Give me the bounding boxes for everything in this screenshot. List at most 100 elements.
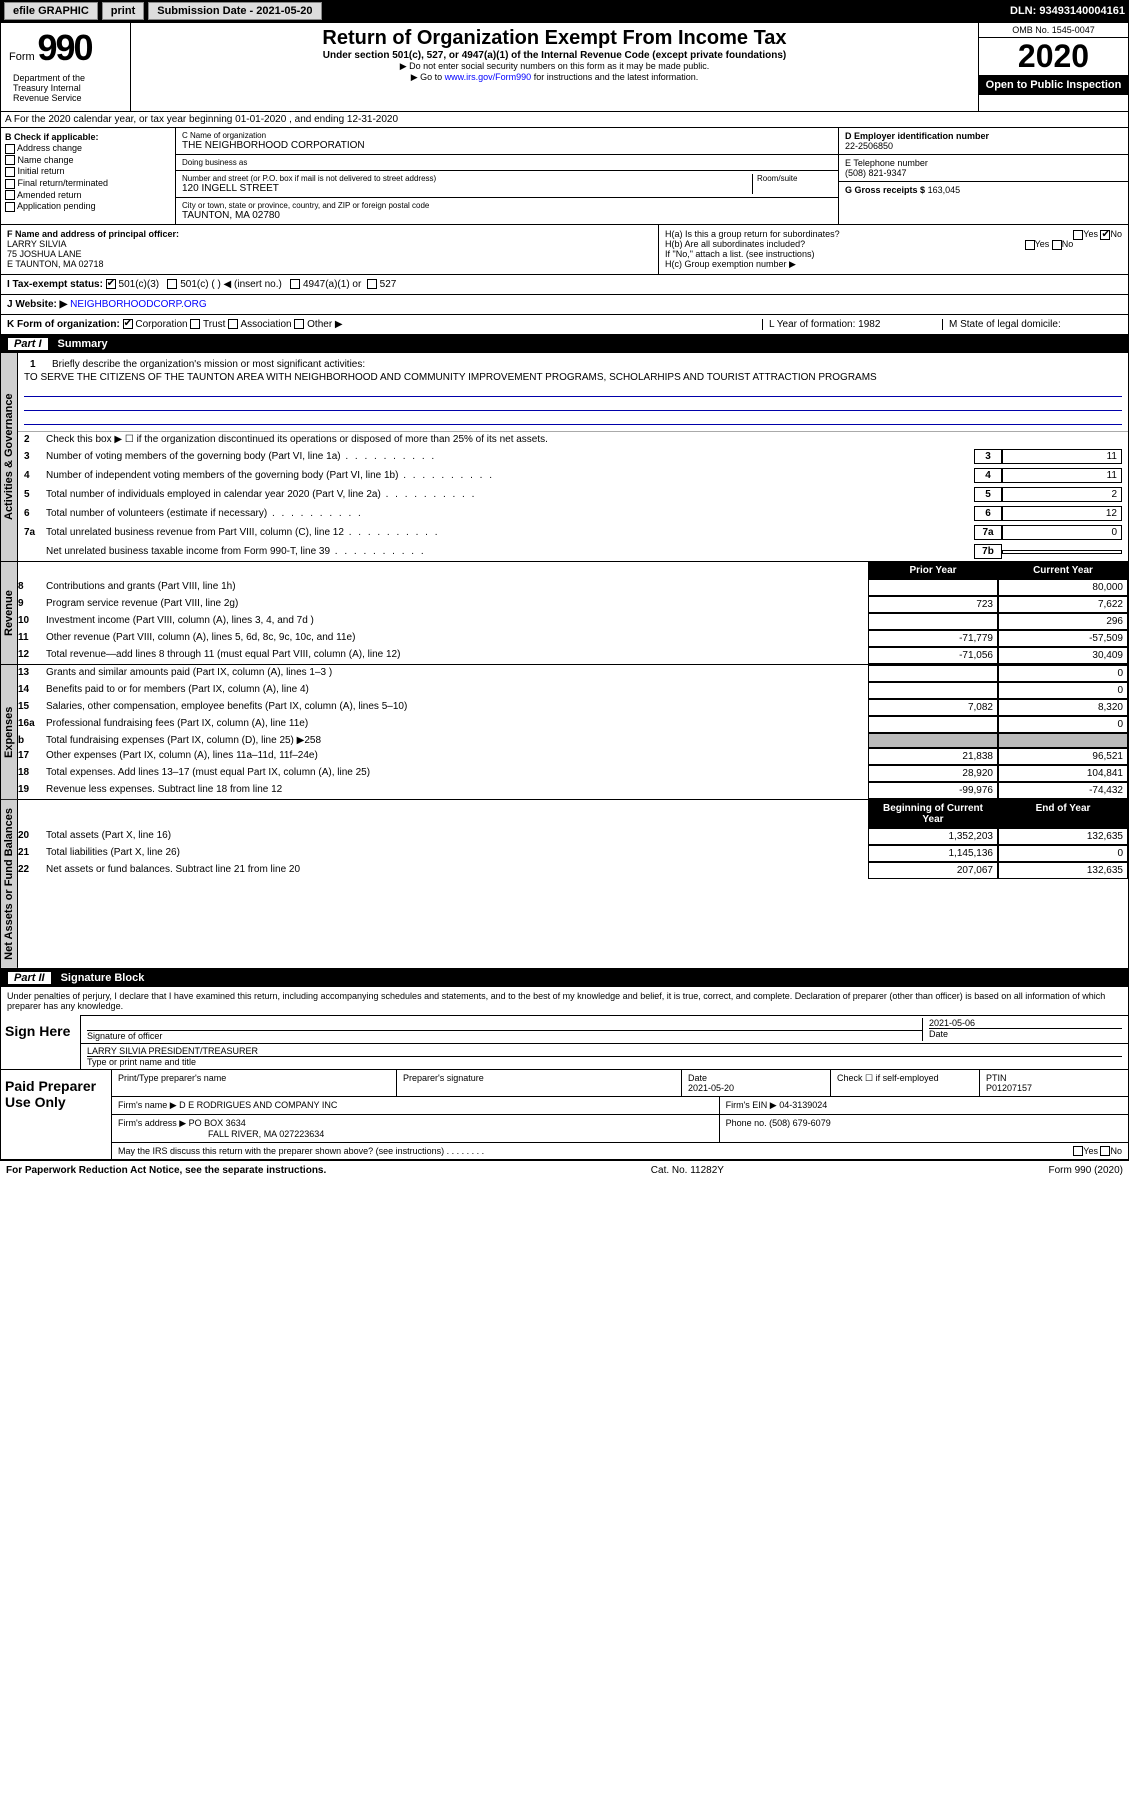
- expenses-section: Expenses 13Grants and similar amounts pa…: [0, 665, 1129, 800]
- l10-prior: [868, 613, 998, 630]
- l19-prior: -99,976: [868, 782, 998, 799]
- gov-tab: Activities & Governance: [1, 353, 18, 561]
- firm-addr2: FALL RIVER, MA 027223634: [208, 1129, 324, 1139]
- pra-text: For Paperwork Reduction Act Notice, see …: [6, 1165, 326, 1176]
- top-bar: efile GRAPHIC print Submission Date - 20…: [0, 0, 1129, 22]
- gross-label: G Gross receipts $: [845, 185, 925, 195]
- l22-end: 132,635: [998, 862, 1128, 879]
- sign-here-label: Sign Here: [1, 1015, 81, 1069]
- officer-label: F Name and address of principal officer:: [7, 229, 179, 239]
- l21-text: Total liabilities (Part X, line 26): [40, 845, 868, 862]
- l7b-val: [1002, 550, 1122, 554]
- website-link[interactable]: NEIGHBORHOODCORP.ORG: [70, 299, 207, 310]
- cb-amended[interactable]: Amended return: [5, 190, 171, 201]
- l9-prior: 723: [868, 596, 998, 613]
- note-ssn: ▶ Do not enter social security numbers o…: [135, 61, 974, 72]
- prep-date-hdr: Date: [688, 1073, 707, 1083]
- sig-officer-label: Signature of officer: [87, 1030, 922, 1041]
- form-header: Form 990 Department of the Treasury Inte…: [0, 22, 1129, 112]
- l16a-text: Professional fundraising fees (Part IX, …: [40, 716, 868, 733]
- city-val: TAUNTON, MA 02780: [182, 210, 832, 221]
- print-btn[interactable]: print: [102, 2, 144, 20]
- cb-name[interactable]: Name change: [5, 155, 171, 166]
- year-formation: L Year of formation: 1982: [762, 319, 942, 330]
- governance-section: Activities & Governance 1Briefly describ…: [0, 353, 1129, 562]
- l17-text: Other expenses (Part IX, column (A), lin…: [40, 748, 868, 765]
- lb-text: Total fundraising expenses (Part IX, col…: [40, 733, 868, 748]
- cb-final[interactable]: Final return/terminated: [5, 178, 171, 189]
- l16a-prior: [868, 716, 998, 733]
- l17-prior: 21,838: [868, 748, 998, 765]
- l12-curr: 30,409: [998, 647, 1128, 664]
- l22-text: Net assets or fund balances. Subtract li…: [40, 862, 868, 879]
- discuss-text: May the IRS discuss this return with the…: [118, 1146, 444, 1156]
- room-label: Room/suite: [757, 174, 832, 183]
- l6-text: Total number of volunteers (estimate if …: [46, 508, 974, 519]
- form-title: Return of Organization Exempt From Incom…: [135, 27, 974, 50]
- l20-end: 132,635: [998, 828, 1128, 845]
- row-a: A For the 2020 calendar year, or tax yea…: [0, 112, 1129, 128]
- l18-text: Total expenses. Add lines 13–17 (must eq…: [40, 765, 868, 782]
- l4-val: 11: [1002, 468, 1122, 483]
- phone-val: (508) 821-9347: [845, 168, 1122, 178]
- l13-curr: 0: [998, 665, 1128, 682]
- cb-initial[interactable]: Initial return: [5, 166, 171, 177]
- rev-tab: Revenue: [1, 562, 18, 664]
- ptin-hdr: PTIN: [986, 1073, 1007, 1083]
- cb-trust[interactable]: [190, 319, 200, 329]
- l17-curr: 96,521: [998, 748, 1128, 765]
- l3-text: Number of voting members of the governin…: [46, 451, 974, 462]
- l1-label: Briefly describe the organization's miss…: [52, 359, 1116, 370]
- l14-text: Benefits paid to or for members (Part IX…: [40, 682, 868, 699]
- box-b: B Check if applicable: Address change Na…: [1, 128, 176, 224]
- l11-text: Other revenue (Part VIII, column (A), li…: [40, 630, 868, 647]
- l13-prior: [868, 665, 998, 682]
- form-subtitle: Under section 501(c), 527, or 4947(a)(1)…: [135, 50, 974, 61]
- lb-curr: [998, 733, 1128, 748]
- cb-501c[interactable]: [167, 279, 177, 289]
- cb-corp[interactable]: [123, 319, 133, 329]
- note-link: ▶ Go to www.irs.gov/Form990 for instruct…: [135, 72, 974, 83]
- cb-pending[interactable]: Application pending: [5, 201, 171, 212]
- prep-sig-hdr: Preparer's signature: [396, 1070, 681, 1096]
- l12-text: Total revenue—add lines 8 through 11 (mu…: [40, 647, 868, 664]
- cb-address[interactable]: Address change: [5, 143, 171, 154]
- lb-prior: [868, 733, 998, 748]
- l8-curr: 80,000: [998, 579, 1128, 596]
- gross-val: 163,045: [928, 185, 961, 195]
- firm-addr-label: Firm's address ▶: [118, 1118, 186, 1128]
- l22-beg: 207,067: [868, 862, 998, 879]
- footer: For Paperwork Reduction Act Notice, see …: [0, 1160, 1129, 1180]
- title-block: Return of Organization Exempt From Incom…: [131, 23, 978, 111]
- box-c: C Name of organizationTHE NEIGHBORHOOD C…: [176, 128, 838, 224]
- irs-link[interactable]: www.irs.gov/Form990: [445, 72, 532, 82]
- inspection-text: Open to Public Inspection: [979, 75, 1128, 95]
- discuss-yes[interactable]: [1073, 1146, 1083, 1156]
- discuss-no[interactable]: [1100, 1146, 1110, 1156]
- firm-label: Firm's name ▶: [118, 1100, 177, 1110]
- l13-text: Grants and similar amounts paid (Part IX…: [40, 665, 868, 682]
- cb-527[interactable]: [367, 279, 377, 289]
- tax-label: I Tax-exempt status:: [7, 279, 103, 290]
- l10-text: Investment income (Part VIII, column (A)…: [40, 613, 868, 630]
- l4-text: Number of independent voting members of …: [46, 470, 974, 481]
- ha-label: H(a) Is this a group return for subordin…: [665, 229, 840, 239]
- prep-date: 2021-05-20: [688, 1083, 734, 1093]
- l15-curr: 8,320: [998, 699, 1128, 716]
- part1-num: Part I: [8, 338, 48, 350]
- date-label: Date: [929, 1028, 1122, 1039]
- prep-self-hdr: Check ☐ if self-employed: [830, 1070, 979, 1096]
- officer-addr1: 75 JOSHUA LANE: [7, 249, 82, 259]
- cb-501c3[interactable]: [106, 279, 116, 289]
- cb-assoc[interactable]: [228, 319, 238, 329]
- state-domicile: M State of legal domicile:: [942, 319, 1122, 330]
- net-tab: Net Assets or Fund Balances: [1, 800, 18, 968]
- city-label: City or town, state or province, country…: [182, 201, 832, 210]
- cb-4947[interactable]: [290, 279, 300, 289]
- dln-text: DLN: 93493140004161: [1010, 5, 1125, 17]
- box-b-label: B Check if applicable:: [5, 132, 99, 142]
- efile-btn[interactable]: efile GRAPHIC: [4, 2, 98, 20]
- k-label: K Form of organization:: [7, 319, 120, 330]
- l19-text: Revenue less expenses. Subtract line 18 …: [40, 782, 868, 799]
- cb-other[interactable]: [294, 319, 304, 329]
